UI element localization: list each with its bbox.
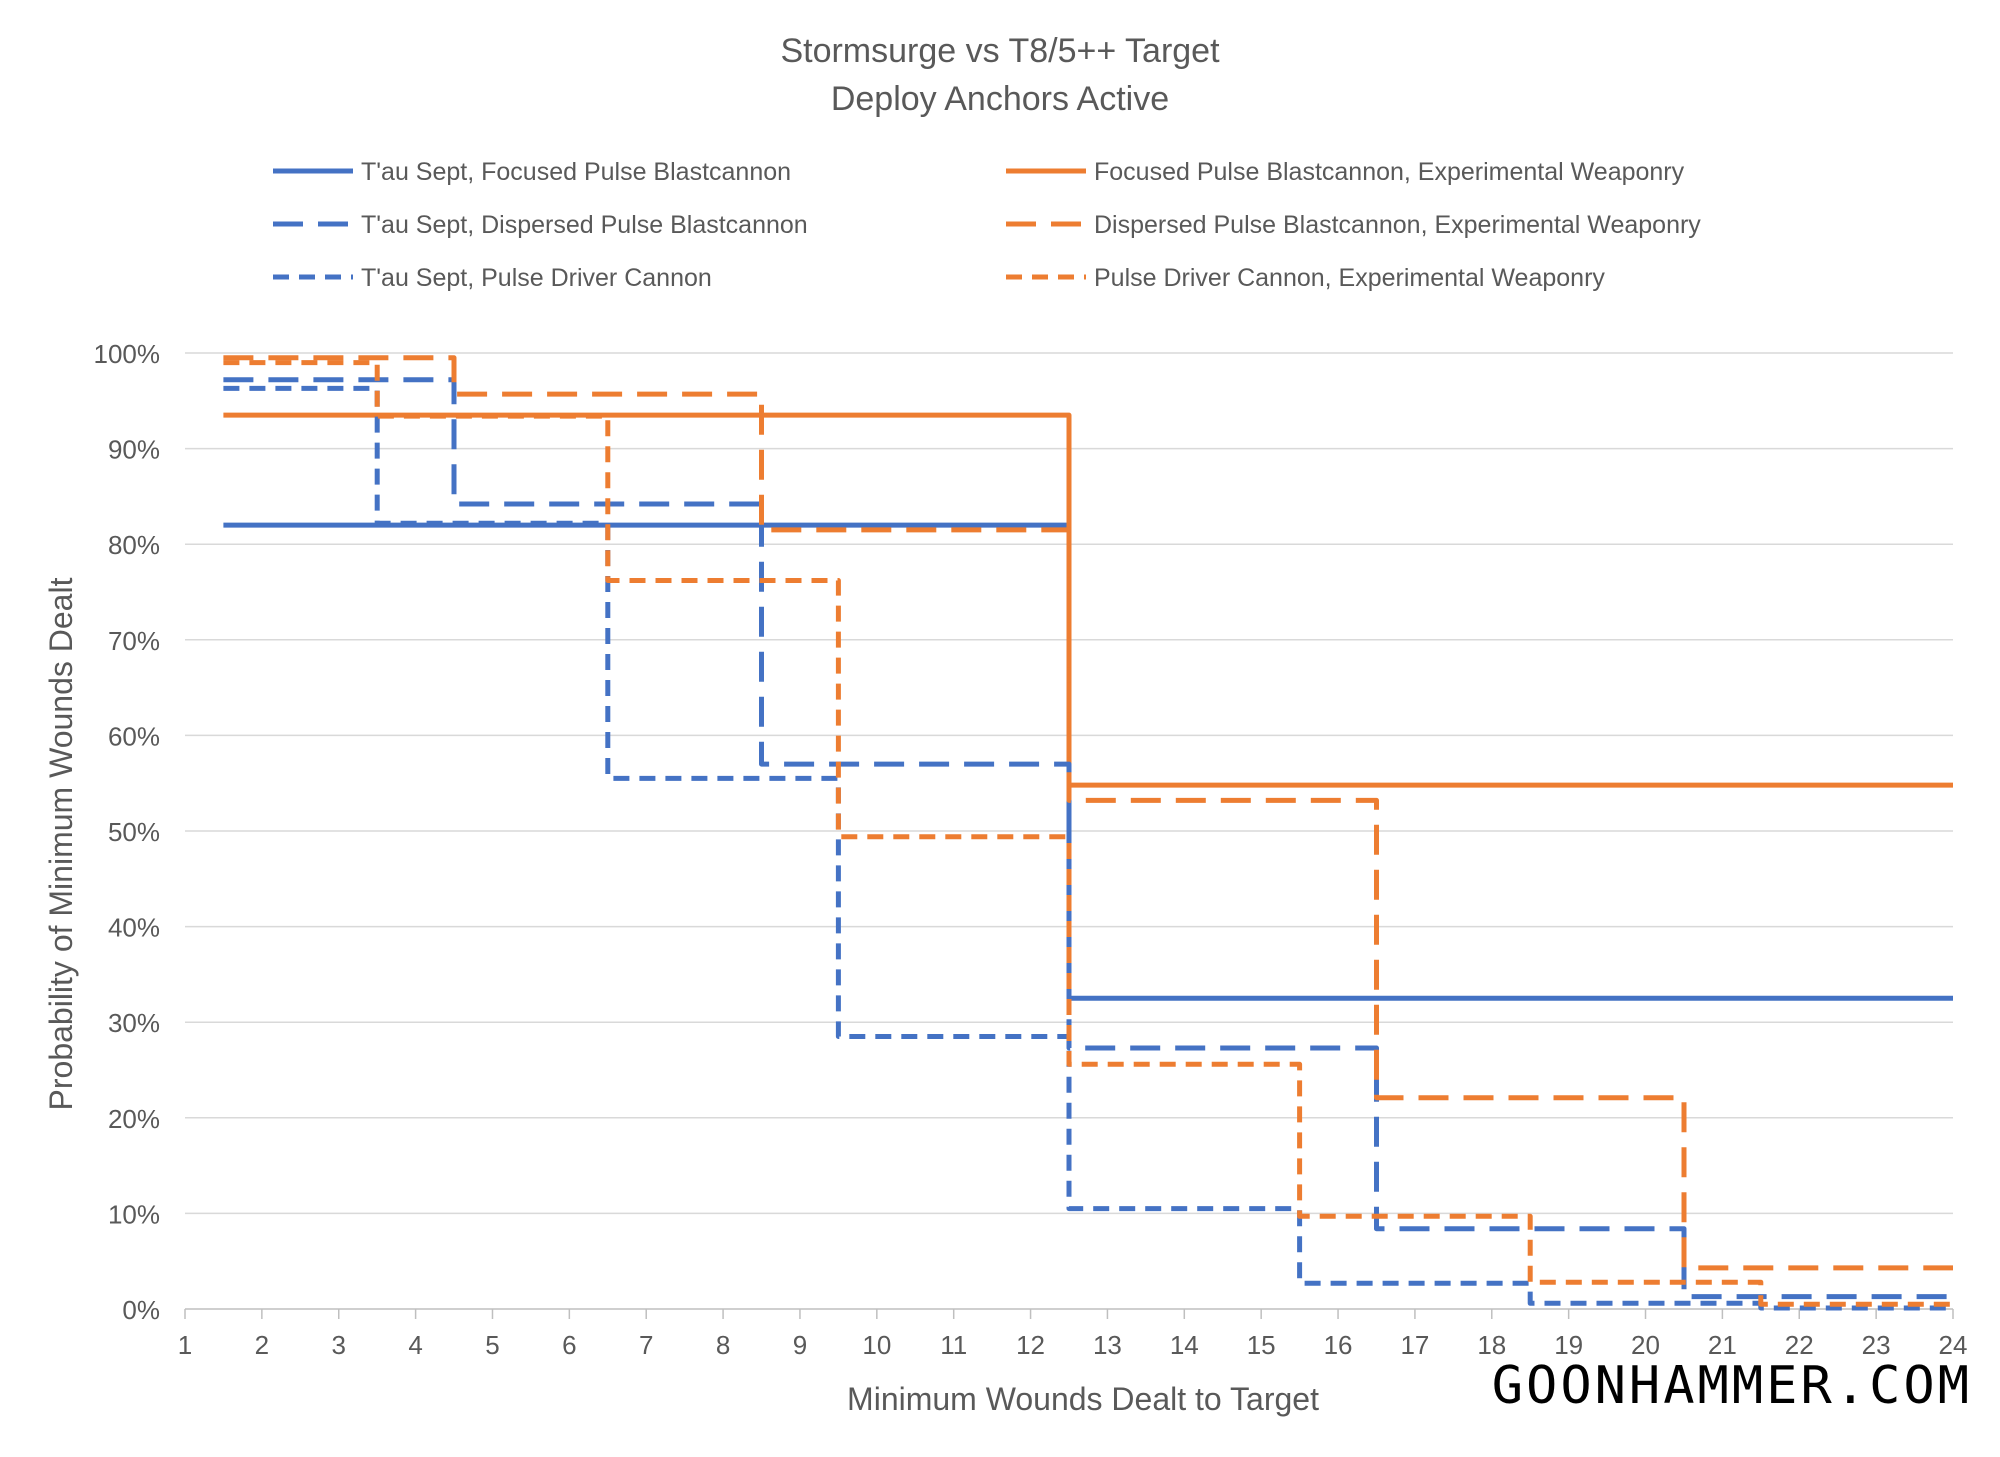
chart-subtitle: Deploy Anchors Active [831,80,1169,118]
y-tick-label: 90% [108,435,160,465]
y-tick-label: 80% [108,530,160,560]
y-tick-label: 10% [108,1199,160,1229]
y-tick-label: 100% [94,339,161,369]
x-axis-label: Minimum Wounds Dealt to Target [847,1381,1319,1417]
x-tick-label: 6 [562,1330,576,1360]
legend-label: T'au Sept, Dispersed Pulse Blastcannon [361,211,808,239]
x-tick-label: 8 [716,1330,730,1360]
x-tick-label: 9 [793,1330,807,1360]
x-tick-label: 16 [1324,1330,1353,1360]
x-tick-label: 10 [862,1330,891,1360]
x-tick-label: 11 [940,1330,967,1360]
legend-label: Focused Pulse Blastcannon, Experimental … [1094,158,1685,186]
series-line [223,412,1953,788]
x-tick-label: 21 [1708,1330,1737,1360]
x-tick-label: 5 [485,1330,499,1360]
x-tick-label: 22 [1785,1330,1814,1360]
x-tick-label: 14 [1170,1330,1199,1360]
x-tick-label: 4 [408,1330,422,1360]
y-tick-label: 50% [108,817,160,847]
y-tick-label: 40% [108,913,160,943]
y-axis-label: Probability of Minimum Wounds Dealt [43,577,79,1110]
y-tick-label: 70% [108,626,160,656]
y-tick-label: 0% [122,1295,160,1325]
y-tick-label: 60% [108,721,160,751]
series-line [223,377,1953,1300]
x-tick-label: 24 [1939,1330,1968,1360]
series-line [223,385,1953,1311]
x-tick-label: 23 [1862,1330,1891,1360]
x-axis-ticks: 1 2 3 4 5 6 7 8 9 10 11 12 13 14 15 16 17 18 19 20 21 22 23 24 [178,1309,1968,1360]
x-tick-label: 19 [1554,1330,1583,1360]
x-tick-label: 18 [1477,1330,1506,1360]
series-line [223,360,1953,1307]
y-axis-ticks: 0% 10% 20% 30% 40% 50% 60% 70% 80% 90% 100% [94,339,161,1325]
legend-label: Dispersed Pulse Blastcannon, Experimenta… [1094,211,1701,239]
watermark-text: GOONHAMMER.COM [1491,1356,1972,1416]
x-tick-label: 2 [255,1330,269,1360]
legend: T'au Sept, Focused Pulse Blastcannon Focu… [273,158,1701,292]
y-tick-label: 30% [108,1008,160,1038]
x-tick-label: 20 [1631,1330,1660,1360]
x-tick-label: 7 [639,1330,653,1360]
x-tick-label: 12 [1016,1330,1045,1360]
x-tick-label: 3 [332,1330,346,1360]
x-tick-label: 17 [1400,1330,1429,1360]
chart-title: Stormsurge vs T8/5++ Target [780,32,1220,70]
legend-label: T'au Sept, Focused Pulse Blastcannon [361,158,791,186]
x-tick-label: 15 [1247,1330,1276,1360]
x-tick-label: 1 [178,1330,192,1360]
series-line [223,355,1953,1271]
x-tick-label: 13 [1093,1330,1122,1360]
legend-label: T'au Sept, Pulse Driver Cannon [361,264,712,292]
y-tick-label: 20% [108,1104,160,1134]
legend-label: Pulse Driver Cannon, Experimental Weapon… [1094,264,1605,292]
series-lines [223,355,1953,1311]
